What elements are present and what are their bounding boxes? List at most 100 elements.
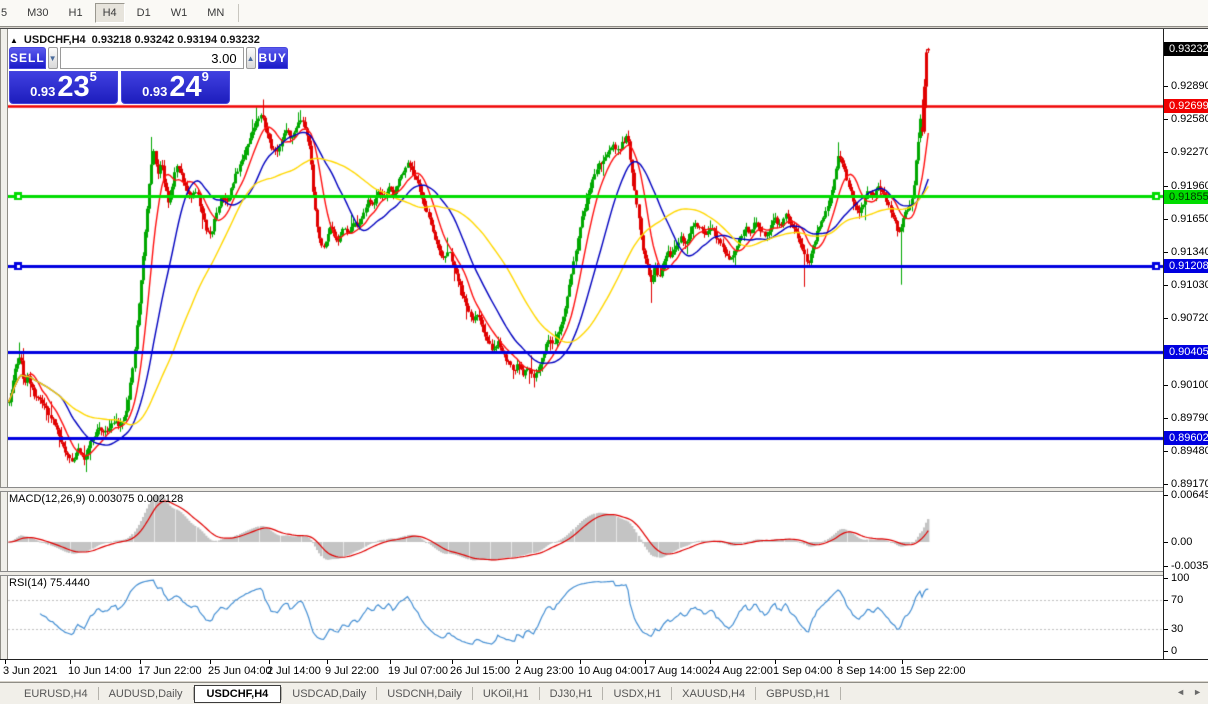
chart-tab-gbpusd-h1[interactable]: GBPUSD,H1 [766, 687, 830, 700]
buy-button[interactable]: BUY [257, 47, 288, 69]
price-axis-label: 0.90100 [1171, 379, 1208, 391]
macd-axis-label: 0.006451 [1171, 489, 1208, 501]
chart-tab-usdchf-h4[interactable]: USDCHF,H4 [193, 684, 282, 703]
time-axis-label: 10 Aug 04:00 [578, 665, 643, 677]
time-axis-tick [269, 660, 270, 664]
price-axis-tick [1164, 86, 1168, 87]
toolbar-separator [238, 4, 240, 22]
ohlc-marker-icon: ▲ [10, 35, 18, 45]
price-axis-tick [1164, 119, 1168, 120]
time-axis-label: 25 Jun 04:00 [208, 665, 272, 677]
macd-axis-label: -0.00350 [1171, 560, 1208, 572]
tab-separator [97, 687, 99, 700]
rsi-axis-label: 0 [1171, 645, 1178, 657]
tab-separator [281, 687, 283, 700]
time-axis-tick [140, 660, 141, 664]
time-axis-tick [645, 660, 646, 664]
tab-separator [755, 687, 757, 700]
time-axis-tick [210, 660, 211, 664]
chart-bottom-frame [0, 659, 1208, 660]
rsi-pane-separator[interactable] [0, 571, 1208, 576]
time-axis-label: 2 Jul 14:00 [267, 665, 321, 677]
price-axis-tick [1164, 600, 1168, 601]
price-axis-tick [1164, 451, 1168, 452]
timeframe-toolbar: 5 M30 H1 H4 D1 W1 MN [0, 0, 1208, 27]
price-tag-0.89602: 0.89602 [1164, 431, 1208, 445]
volume-decrease-button[interactable]: ▼ [47, 47, 58, 69]
chart-symbol-label: USDCHF,H4 [23, 34, 86, 46]
price-tag-0.92699: 0.92699 [1164, 99, 1208, 113]
chart-canvas[interactable] [0, 29, 1163, 661]
chart-ohlc-values: 0.93218 0.93242 0.93194 0.93232 [91, 34, 260, 46]
macd-indicator-label: MACD(12,26,9) 0.003075 0.002128 [9, 493, 184, 505]
tab-separator [839, 687, 841, 700]
time-axis-label: 17 Aug 14:00 [643, 665, 708, 677]
chart-tab-usdx-h1[interactable]: USDX,H1 [613, 687, 662, 700]
chart-tab-eurusd-h4[interactable]: EURUSD,H4 [24, 687, 88, 700]
sell-button[interactable]: SELL [9, 47, 46, 69]
price-axis-label: 0.89480 [1171, 445, 1208, 457]
price-axis-label: 0.91030 [1171, 279, 1208, 291]
price-axis-tick [1164, 318, 1168, 319]
price-tag-0.91855: 0.91855 [1164, 190, 1208, 204]
timeframe-button-h1[interactable]: H1 [68, 7, 83, 19]
bid-price-panel[interactable]: 0.93 23 5 [9, 69, 118, 104]
tab-scroll-right-icon[interactable]: ► [1193, 687, 1202, 697]
timeframe-button-mn[interactable]: MN [207, 7, 225, 19]
price-tag-0.91208: 0.91208 [1164, 259, 1208, 273]
volume-increase-button[interactable]: ▲ [245, 47, 256, 69]
price-axis-tick [1164, 285, 1168, 286]
timeframe-button-d1[interactable]: D1 [136, 7, 151, 19]
price-axis-tick [1164, 566, 1168, 567]
volume-input[interactable] [59, 47, 244, 69]
price-axis-label: 0.92270 [1171, 146, 1208, 158]
price-axis-tick [1164, 219, 1168, 220]
tab-scroll-left-icon[interactable]: ◄ [1176, 687, 1186, 697]
time-axis[interactable]: 3 Jun 2021 10 Jun 14:00 17 Jun 22:00 25 Jun… [0, 660, 1208, 681]
timeframe-button-w1[interactable]: W1 [170, 7, 188, 19]
time-axis-tick [390, 660, 391, 664]
tab-separator [471, 687, 473, 700]
rsi-axis-label: 30 [1171, 623, 1184, 635]
ask-price-panel[interactable]: 0.93 24 9 [121, 69, 230, 104]
time-axis-tick [517, 660, 518, 664]
price-axis-label: 0.89170 [1171, 478, 1208, 490]
rsi-axis-label: 100 [1171, 572, 1190, 584]
tab-separator [671, 687, 673, 700]
time-axis-tick [902, 660, 903, 664]
price-axis-label: 0.92890 [1171, 80, 1208, 92]
bid-price-big-digits: 23 [57, 71, 90, 103]
time-axis-label: 2 Aug 23:00 [515, 665, 574, 677]
chart-tab-audusd-daily[interactable]: AUDUSD,Daily [108, 687, 183, 700]
time-axis-tick [5, 660, 6, 664]
price-axis-label: 0.89790 [1171, 412, 1208, 424]
price-tag-0.90405: 0.90405 [1164, 345, 1208, 359]
timeframe-button-h4[interactable]: H4 [94, 3, 125, 23]
time-axis-tick [580, 660, 581, 664]
price-axis-label: 0.92580 [1171, 113, 1208, 125]
time-axis-label: 1 Sep 04:00 [773, 665, 833, 677]
timeframe-button-m30[interactable]: M30 [27, 7, 49, 19]
price-axis[interactable]: 0.92890 0.92580 0.92270 0.91960 0.91650 0.913… [1163, 29, 1208, 659]
time-axis-label: 24 Aug 22:00 [708, 665, 773, 677]
price-axis-label: 0.91650 [1171, 213, 1208, 225]
time-axis-label: 17 Jun 22:00 [138, 665, 202, 677]
macd-axis-label: 0.00 [1171, 536, 1193, 548]
chart-tab-dj30-h1[interactable]: DJ30,H1 [549, 687, 593, 700]
price-axis-label: 0.91340 [1171, 246, 1208, 258]
chart-tab-usdcad-daily[interactable]: USDCAD,Daily [292, 687, 367, 700]
chart-tab-bar: EURUSD,H4 AUDUSD,Daily USDCHF,H4 USDCAD,Dai… [0, 682, 1208, 704]
chart-tab-usdcnh-daily[interactable]: USDCNH,Daily [387, 687, 462, 700]
chart-tab-ukoil-h1[interactable]: UKOil,H1 [482, 687, 529, 700]
time-axis-tick [775, 660, 776, 664]
price-axis-tick [1164, 578, 1168, 579]
timeframe-button-5[interactable]: 5 [1, 7, 8, 19]
chart-title: ▲ USDCHF,H4 0.93218 0.93242 0.93194 0.93… [10, 34, 260, 46]
price-axis-tick [1164, 651, 1168, 652]
price-axis-label: 0.91960 [1171, 180, 1208, 192]
macd-pane-separator[interactable] [0, 487, 1208, 492]
chart-tab-xauusd-h4[interactable]: XAUUSD,H4 [682, 687, 746, 700]
price-axis-tick [1164, 152, 1168, 153]
time-axis-label: 26 Jul 15:00 [450, 665, 510, 677]
